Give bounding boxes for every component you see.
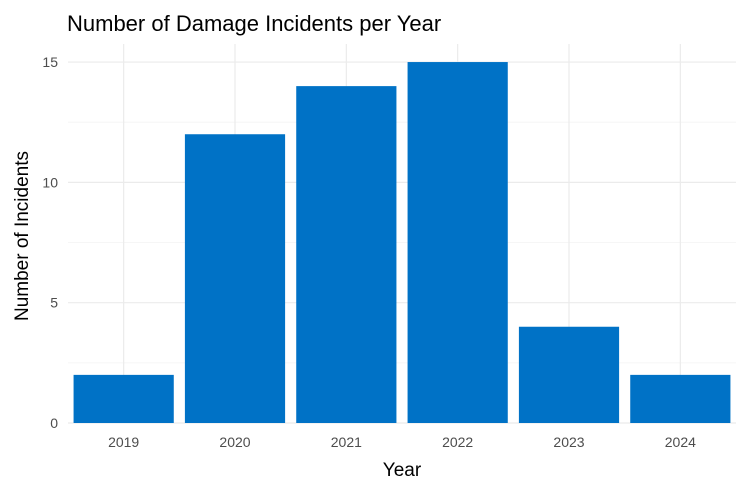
x-tick-label: 2020 [219, 434, 250, 450]
y-axis-title: Number of Incidents [12, 151, 33, 321]
bar-2019 [73, 374, 174, 423]
bar-2024 [630, 374, 731, 423]
x-tick-label: 2023 [553, 434, 584, 450]
bar-2021 [296, 86, 397, 423]
y-tick-label: 0 [50, 415, 58, 431]
y-axis-ticks: 0 5 10 15 [42, 54, 58, 431]
x-tick-label: 2019 [108, 434, 139, 450]
bars-layer [73, 62, 731, 424]
bar-2023 [518, 326, 620, 423]
y-tick-label: 15 [42, 54, 58, 70]
chart-title: Number of Damage Incidents per Year [67, 11, 441, 36]
grid-layer [68, 44, 736, 424]
x-tick-label: 2024 [665, 434, 696, 450]
x-tick-label: 2021 [331, 434, 362, 450]
x-axis-ticks: 2019 2020 2021 2022 2023 2024 [108, 434, 696, 450]
x-axis-title: Year [383, 460, 422, 481]
bar-2022 [407, 62, 508, 424]
x-tick-label: 2022 [442, 434, 473, 450]
y-tick-label: 10 [42, 174, 58, 190]
bar-2020 [184, 134, 286, 423]
y-tick-label: 5 [50, 295, 58, 311]
